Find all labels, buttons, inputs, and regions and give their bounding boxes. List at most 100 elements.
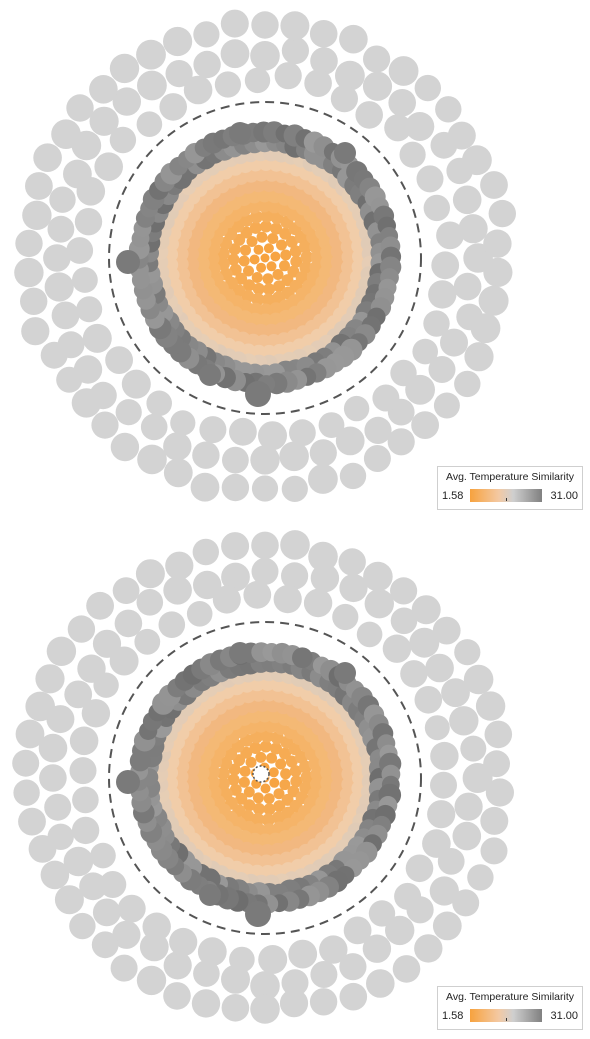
outer-bubble xyxy=(76,296,103,323)
outer-bubble xyxy=(112,920,141,949)
outer-bubble xyxy=(464,342,494,372)
outer-bubble xyxy=(435,96,462,123)
outer-bubble xyxy=(251,557,279,585)
outer-bubble xyxy=(110,432,140,462)
outer-bubble xyxy=(441,678,470,708)
outer-bubble xyxy=(309,20,338,48)
outer-bubble xyxy=(251,11,279,39)
cluster-bubble xyxy=(240,226,253,239)
legend-min-label: 1.58 xyxy=(442,490,464,502)
cluster-bubble xyxy=(263,793,275,805)
outer-bubble xyxy=(385,915,415,946)
cluster-bubble xyxy=(245,756,257,768)
outer-bubble xyxy=(90,842,116,869)
bubble-cluster-top xyxy=(14,9,516,502)
cluster-bubble xyxy=(289,245,302,258)
outer-bubble xyxy=(318,412,345,438)
outer-bubble xyxy=(51,119,81,149)
outer-bubble xyxy=(192,441,220,469)
outer-bubble xyxy=(483,257,513,287)
outer-bubble xyxy=(274,62,302,90)
outer-bubble xyxy=(69,757,97,785)
cluster-bubble xyxy=(273,788,285,800)
outer-bubble xyxy=(221,532,250,561)
outer-bubble xyxy=(66,237,94,264)
outer-bubble xyxy=(221,473,250,502)
outer-bubble xyxy=(121,369,151,399)
outer-bubble xyxy=(251,531,279,560)
cluster-bubble xyxy=(285,235,298,248)
outer-bubble xyxy=(258,945,288,974)
outer-bubble xyxy=(454,370,481,398)
cluster-bubble xyxy=(266,261,277,272)
color-legend-bottom: Avg. Temperature Similarity 1.58 31.00 xyxy=(437,986,583,1030)
cluster-panel-bottom: Avg. Temperature Similarity 1.58 31.00 xyxy=(0,520,590,1039)
outer-bubble xyxy=(89,106,119,136)
cluster-bubble xyxy=(229,263,242,276)
outer-bubble xyxy=(169,927,198,957)
outer-bubble xyxy=(289,419,316,447)
cluster-bubble xyxy=(199,884,221,906)
outer-bubble xyxy=(319,935,348,964)
cluster-bubble xyxy=(227,253,240,266)
outer-bubble xyxy=(14,257,44,288)
outer-bubble xyxy=(146,390,172,417)
legend-max-label: 31.00 xyxy=(550,1010,578,1022)
outer-bubble xyxy=(411,411,439,439)
outer-bubble xyxy=(488,199,516,228)
outer-bubble xyxy=(117,894,146,923)
outer-bubble xyxy=(40,341,68,369)
outer-bubble xyxy=(310,563,340,593)
dashed-boundary-circle xyxy=(108,621,422,935)
outer-bubble xyxy=(220,9,249,38)
outer-bubble xyxy=(485,778,514,807)
outer-bubble xyxy=(339,982,368,1011)
cluster-bubble xyxy=(261,813,275,827)
outer-bubble xyxy=(229,946,255,973)
outer-bubble xyxy=(335,426,365,456)
cluster-bubble xyxy=(290,255,303,268)
outer-bubble xyxy=(303,588,333,618)
outer-bubble xyxy=(281,475,308,502)
outer-bubble xyxy=(339,953,367,981)
outer-bubble xyxy=(250,994,280,1024)
cluster-bubble xyxy=(287,265,300,278)
outer-bubble xyxy=(304,69,332,97)
cluster-bubble xyxy=(270,251,281,262)
outer-bubble xyxy=(192,538,219,566)
outer-bubble xyxy=(308,464,338,494)
outer-bubble xyxy=(220,39,250,69)
cluster-bubble xyxy=(258,303,273,318)
cluster-bubble xyxy=(235,272,248,285)
outer-bubble xyxy=(199,416,227,444)
cluster-bubble xyxy=(238,255,250,267)
outer-bubble xyxy=(449,706,479,736)
outer-bubble xyxy=(46,636,77,666)
outer-bubble xyxy=(467,864,494,891)
outer-bubble xyxy=(431,251,460,280)
cluster-bubble xyxy=(252,792,264,804)
outer-bubble xyxy=(363,561,393,592)
outer-bubble xyxy=(281,37,309,65)
cluster-bubble xyxy=(279,227,292,240)
outer-bubble xyxy=(39,764,67,792)
outer-bubble xyxy=(93,672,119,698)
outer-bubble xyxy=(183,75,213,105)
outer-bubble xyxy=(480,837,508,865)
outer-bubble xyxy=(400,660,428,688)
outer-bubble xyxy=(40,860,70,890)
outer-bubble xyxy=(452,185,482,215)
outer-bubble xyxy=(110,954,138,982)
outer-bubble xyxy=(384,114,412,142)
cluster-bubble xyxy=(216,777,230,791)
outer-bubble xyxy=(163,458,193,488)
cluster-bubble xyxy=(299,240,312,254)
outer-bubble xyxy=(165,551,194,580)
cluster-bubble xyxy=(243,279,256,292)
outer-bubble xyxy=(91,931,119,959)
outer-bubble xyxy=(279,441,309,472)
cluster-bubble xyxy=(292,647,313,668)
outer-bubble xyxy=(463,664,494,695)
outer-bubble xyxy=(423,310,450,337)
cluster-bubble xyxy=(280,768,292,780)
